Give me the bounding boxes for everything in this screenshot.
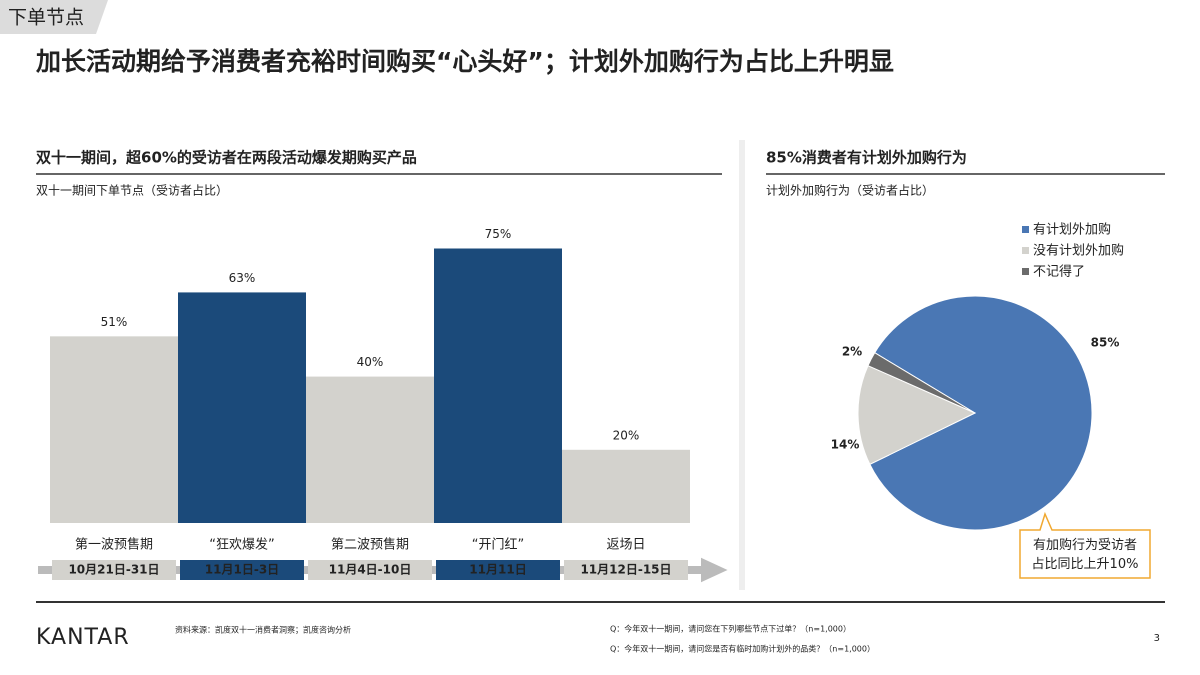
category-label: 第二波预售期 bbox=[331, 537, 409, 553]
date-box bbox=[564, 560, 688, 580]
legend-swatch bbox=[1022, 247, 1029, 254]
pie-title: 85%消费者有计划外加购行为 bbox=[766, 149, 967, 167]
date-box bbox=[308, 560, 432, 580]
value-label: 75% bbox=[485, 227, 512, 241]
tag: 下单节点 bbox=[8, 7, 84, 29]
bar bbox=[306, 376, 434, 523]
tag-box bbox=[0, 0, 108, 34]
note: Q：今年双十一期间，请问您是否有临时加购计划外的品类？（n=1,000） bbox=[610, 644, 875, 654]
note: Q：今年双十一期间，请问您在下列哪些节点下过单？（n=1,000） bbox=[610, 624, 851, 634]
slice-label: 85% bbox=[1091, 336, 1120, 350]
slice-label: 14% bbox=[831, 438, 860, 452]
source: 资料来源：凯度双十一消费者洞察；凯度咨询分析 bbox=[175, 625, 351, 635]
title: 加长活动期给予消费者充裕时间购买“心头好”；计划外加购行为占比上升明显 bbox=[35, 47, 894, 76]
value-label: 20% bbox=[613, 428, 640, 442]
value-label: 40% bbox=[357, 355, 384, 369]
legend-swatch bbox=[1022, 226, 1029, 233]
date-box bbox=[436, 560, 560, 580]
logo: KANTAR bbox=[36, 625, 130, 650]
date-box bbox=[52, 560, 176, 580]
date-box bbox=[180, 560, 304, 580]
legend-swatch bbox=[1022, 268, 1029, 275]
callout-box bbox=[1019, 511, 1151, 579]
slice-label: 2% bbox=[842, 345, 862, 359]
pie-slice bbox=[857, 364, 977, 466]
category-label: 返场日 bbox=[606, 538, 645, 553]
bar bbox=[50, 336, 178, 523]
bar bbox=[434, 248, 562, 523]
bar-title: 双十一期间，超60%的受访者在两段活动爆发期购买产品 bbox=[36, 149, 417, 167]
pie-slice bbox=[867, 352, 976, 414]
date-label: 11月12日-15日 bbox=[580, 563, 671, 577]
bar-subtitle: 双十一期间下单节点（受访者占比） bbox=[36, 183, 228, 198]
category-label: “狂欢爆发” bbox=[209, 537, 274, 553]
callout-text: 有加购行为受访者占比同比上升10% bbox=[1031, 538, 1139, 572]
page-number: 3 bbox=[1154, 633, 1160, 644]
date-label: 10月21日-31日 bbox=[68, 563, 159, 577]
legend-label: 有计划外加购 bbox=[1033, 222, 1111, 238]
legend-label: 没有计划外加购 bbox=[1033, 243, 1124, 259]
bar bbox=[562, 449, 690, 523]
date-label: 11月1日-3日 bbox=[205, 563, 279, 577]
pie-slice bbox=[869, 295, 1093, 531]
category-label: 第一波预售期 bbox=[75, 537, 153, 553]
pie-subtitle: 计划外加购行为（受访者占比） bbox=[766, 183, 934, 198]
date-label: 11月4日-10日 bbox=[329, 563, 412, 577]
legend-label: 不记得了 bbox=[1033, 264, 1085, 280]
category-label: “开门红” bbox=[472, 537, 524, 553]
date-label: 11月11日 bbox=[469, 563, 526, 577]
value-label: 51% bbox=[101, 315, 128, 329]
value-label: 63% bbox=[229, 271, 256, 285]
bar bbox=[178, 292, 306, 523]
